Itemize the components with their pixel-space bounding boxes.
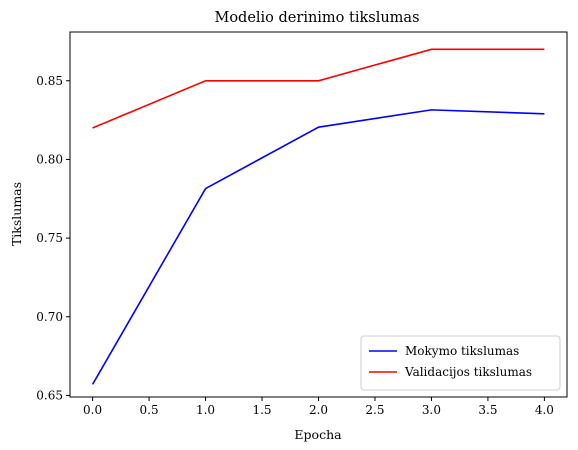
legend-box xyxy=(360,335,561,391)
y-tick-label: 0.65 xyxy=(36,388,63,402)
x-axis: 0.0 0.5 1.0 1.5 2.0 2.5 3.0 3.5 4.0 xyxy=(83,397,554,417)
y-tick-label: 0.75 xyxy=(36,231,63,245)
x-tick-label: 0.5 xyxy=(140,403,159,417)
legend-label-0: Mokymo tikslumas xyxy=(405,344,519,358)
legend-label-1: Validacijos tikslumas xyxy=(404,365,532,379)
x-tick-label: 0.0 xyxy=(83,403,102,417)
y-tick-label: 0.85 xyxy=(36,74,63,88)
x-axis-label: Epocha xyxy=(294,427,342,442)
x-tick-label: 4.0 xyxy=(535,403,554,417)
x-tick-label: 3.5 xyxy=(478,403,497,417)
plot-area: 0.0 0.5 1.0 1.5 2.0 2.5 3.0 3.5 4.0 0.65 0.70 0.75… xyxy=(36,31,568,417)
y-tick-label: 0.80 xyxy=(36,152,63,166)
y-axis-label: Tikslumas xyxy=(9,182,24,246)
y-tick-label: 0.70 xyxy=(36,310,63,324)
x-tick-label: 2.5 xyxy=(365,403,384,417)
series-layer xyxy=(91,48,545,385)
y-axis: 0.65 0.70 0.75 0.80 0.85 xyxy=(36,74,70,402)
x-tick-label: 1.0 xyxy=(196,403,215,417)
legend: Mokymo tikslumas Validacijos tikslumas xyxy=(360,335,561,391)
x-tick-label: 2.0 xyxy=(309,403,328,417)
series-line-1 xyxy=(92,48,545,129)
x-tick-label: 3.0 xyxy=(422,403,441,417)
chart-title: Modelio derinimo tikslumas xyxy=(214,10,419,26)
x-tick-label: 1.5 xyxy=(252,403,271,417)
